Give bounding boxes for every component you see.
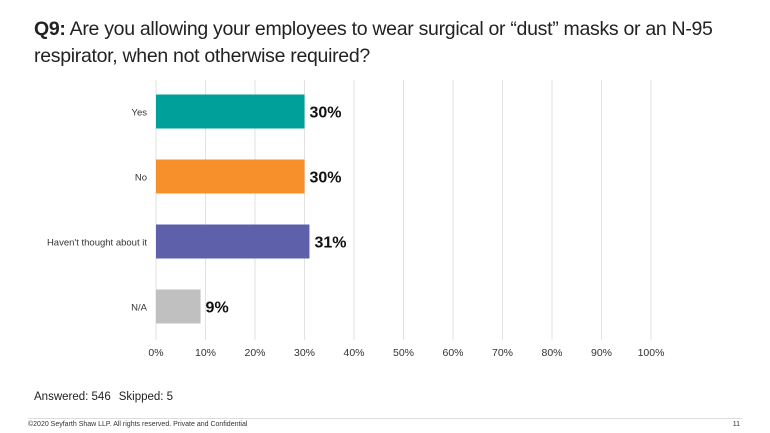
chart-title: Q9: Are you allowing your employees to w… [34,16,734,70]
bar [156,224,310,259]
skipped-count: Skipped: 5 [118,391,174,403]
x-tick-label: 20% [244,347,265,359]
category-label: N/A [131,303,148,314]
category-label: No [135,173,147,184]
copyright-text: ©2020 Seyfarth Shaw LLP. All rights rese… [28,421,248,428]
x-tick-label: 80% [541,347,562,359]
page-number: 11 [732,421,740,428]
data-label: 30% [310,170,342,187]
bar [156,94,305,129]
question-text: Are you allowing your employees to wear … [34,18,713,67]
footer-divider [28,418,742,419]
data-label: 9% [206,300,229,317]
x-tick-label: 40% [343,347,364,359]
bar [156,159,305,194]
response-summary: Answered: 546 Skipped: 5 [34,391,181,403]
x-tick-label: 60% [442,347,463,359]
category-label: Yes [132,108,148,119]
x-tick-label: 90% [591,347,612,359]
x-tick-label: 10% [195,347,216,359]
data-label: 31% [314,235,346,252]
category-label: Haven't thought about it [47,238,147,249]
x-tick-label: 30% [294,347,315,359]
x-tick-label: 70% [492,347,513,359]
question-number: Q9: [34,18,66,40]
bar-chart: 0% 10% 20% 30% 40% 50% 60% 70% 80% 90% 100% Yes 30% N… [47,80,665,359]
x-tick-label: 50% [393,347,414,359]
bar [156,289,201,324]
x-tick-label: 0% [148,347,163,359]
answered-count: Answered: 546 [34,391,111,403]
data-label: 30% [310,105,342,122]
x-tick-label: 100% [638,347,665,359]
